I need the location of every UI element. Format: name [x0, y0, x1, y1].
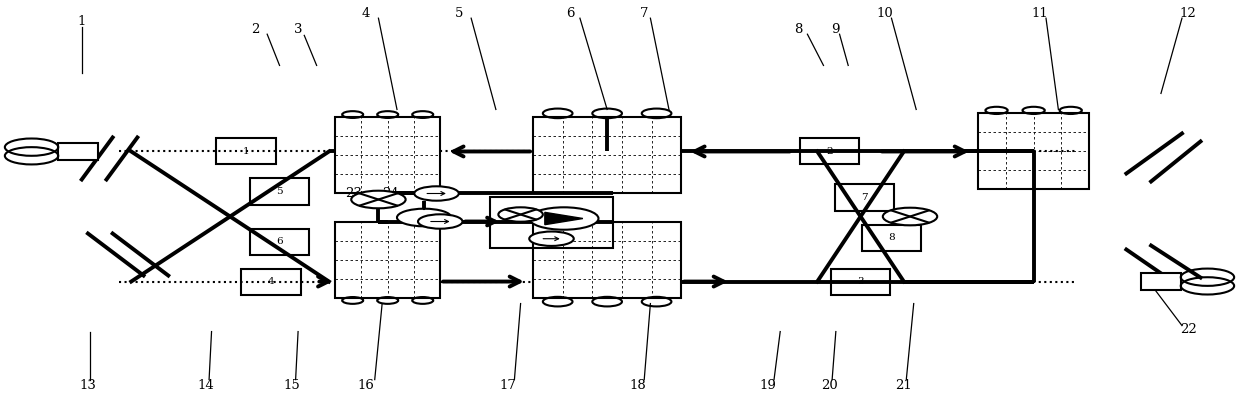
- Text: 4: 4: [362, 7, 370, 20]
- Bar: [835, 185, 895, 210]
- Bar: [250, 229, 310, 255]
- Text: 2: 2: [826, 147, 833, 156]
- Bar: [862, 224, 921, 251]
- Bar: [336, 222, 440, 297]
- Text: 3: 3: [857, 277, 864, 286]
- Text: 8: 8: [888, 233, 895, 242]
- Circle shape: [396, 209, 451, 226]
- Bar: [58, 143, 98, 160]
- Circle shape: [529, 231, 574, 246]
- Text: 25: 25: [574, 211, 591, 224]
- Circle shape: [351, 191, 405, 208]
- Bar: [242, 268, 301, 295]
- Circle shape: [529, 207, 598, 230]
- Bar: [533, 117, 681, 193]
- Bar: [217, 139, 276, 164]
- Circle shape: [414, 186, 458, 201]
- Text: 14: 14: [197, 379, 214, 392]
- Text: 6: 6: [276, 237, 282, 246]
- Text: 17: 17: [499, 379, 517, 392]
- Bar: [800, 139, 860, 164]
- Text: 18: 18: [629, 379, 647, 392]
- Polygon shape: [545, 212, 582, 225]
- Text: 2: 2: [250, 23, 259, 36]
- Text: 5: 5: [455, 7, 463, 20]
- Bar: [250, 179, 310, 204]
- Bar: [489, 197, 613, 247]
- Text: 9: 9: [831, 23, 840, 36]
- Text: 1: 1: [78, 15, 85, 28]
- Text: 13: 13: [79, 379, 97, 392]
- Text: 5: 5: [276, 187, 282, 196]
- Text: 8: 8: [794, 23, 803, 36]
- Circle shape: [883, 208, 937, 225]
- Text: 19: 19: [760, 379, 777, 392]
- Text: 10: 10: [877, 7, 893, 20]
- Bar: [831, 268, 891, 295]
- Bar: [1141, 273, 1181, 290]
- Text: 12: 12: [1180, 7, 1197, 20]
- Circle shape: [498, 207, 543, 222]
- Text: 20: 20: [821, 379, 838, 392]
- Circle shape: [418, 214, 462, 229]
- Text: 7: 7: [641, 7, 648, 20]
- Text: 16: 16: [358, 379, 374, 392]
- Text: 1: 1: [243, 147, 249, 156]
- Text: 23: 23: [346, 187, 362, 200]
- Bar: [978, 114, 1089, 189]
- Text: 4: 4: [268, 277, 274, 286]
- Text: 3: 3: [294, 23, 302, 36]
- Text: 11: 11: [1031, 7, 1048, 20]
- Text: 7: 7: [861, 193, 867, 202]
- Text: 6: 6: [566, 7, 575, 20]
- Text: 22: 22: [1180, 323, 1197, 336]
- Text: 15: 15: [284, 379, 300, 392]
- Text: 21: 21: [896, 379, 912, 392]
- Bar: [336, 117, 440, 193]
- Bar: [533, 222, 681, 297]
- Text: 24: 24: [383, 187, 399, 200]
